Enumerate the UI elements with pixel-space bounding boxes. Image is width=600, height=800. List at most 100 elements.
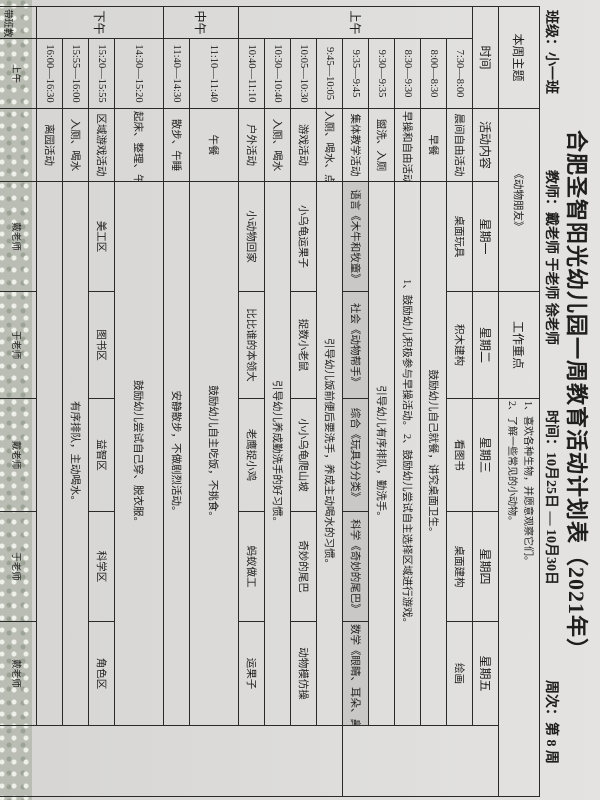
goal-cell: 鼓励幼儿自主吃饭，不挑食。 bbox=[189, 181, 239, 726]
observation-blank bbox=[342, 725, 499, 797]
schedule-table: 本周主题 《动物朋友》 工作重点 1、喜欢各种生物，并愿意观察它们。 2、了解一… bbox=[0, 6, 540, 797]
schedule-row: 11:40—14:30 散步、午睡 安静散步，不做剧烈活动。 bbox=[163, 7, 190, 797]
page-title: 合肥圣智阳光幼儿园一周教育活动计划表（2021年） bbox=[564, 130, 589, 662]
teachers-info: 教师：戴老师 于老师 徐老师 bbox=[542, 170, 562, 345]
schedule-row: 10:40—11:10 户外活动 小动物回家 比比谁的本领大 老鹰捉小鸡 蚂蚁做工 运果子 bbox=[238, 7, 265, 797]
day-cell: 科学《奇妙的尾巴》 bbox=[342, 511, 369, 622]
goal-cell: 1、鼓励幼儿积极参与早操活动。 2、鼓励幼儿尝试自主选择区域进行游戏。 bbox=[394, 181, 421, 726]
blank-cell bbox=[0, 108, 37, 182]
focus-label: 工作重点 bbox=[498, 291, 540, 399]
day-cell: 桌面玩具 bbox=[446, 181, 473, 292]
focus-items: 1、喜欢各种生物，并愿意观察它们。 2、了解一些常见的小动物。 bbox=[498, 398, 540, 797]
day-cell: 综合《玩具分分类》 bbox=[342, 398, 369, 512]
day-cell: 动物模仿操 bbox=[290, 621, 317, 726]
class-info: 班级：小一班 bbox=[542, 10, 562, 94]
header-time: 时间 bbox=[472, 6, 499, 109]
header-friday: 星期五 bbox=[472, 621, 499, 726]
week-info: 周次：第 8 周 bbox=[542, 680, 562, 764]
class-value: 小一班 bbox=[543, 52, 558, 94]
schedule-row: 10:30—10:40 入厕、喝水 引导幼儿养成勤洗手的好习惯。 bbox=[264, 7, 291, 797]
day-cell: 益智区 bbox=[88, 398, 115, 512]
header-tuesday: 星期二 bbox=[472, 291, 499, 399]
time-cell: 8:00—8:30 bbox=[420, 38, 447, 109]
section-label: 上午 bbox=[238, 6, 473, 39]
header-row: 时间 活动内容 星期一 星期二 星期三 星期四 星期五 bbox=[342, 6, 499, 797]
activity-cell: 区域游戏活动 bbox=[88, 108, 115, 182]
activity-cell: 午餐 bbox=[189, 108, 239, 182]
schedule-row: 10:05—10:30 游戏活动 小乌龟运果子 捉数小老鼠 小小乌龟爬山坡 奇妙的尾巴 动物… bbox=[290, 7, 317, 797]
activity-cell: 入厕、喝水 bbox=[264, 108, 291, 182]
day-cell: 桌面建构 bbox=[446, 511, 473, 622]
time-cell: 9:35—9:45 bbox=[342, 38, 369, 109]
header-wednesday: 星期三 bbox=[472, 398, 499, 512]
day-cell: 看图书 bbox=[446, 398, 473, 512]
time-cell: 15:20—15:55 bbox=[88, 38, 115, 109]
teacher-cell: 戴老师 bbox=[0, 398, 37, 512]
activity-cell: 早餐 bbox=[420, 108, 447, 182]
day-cell: 小动物回家 bbox=[238, 181, 265, 292]
time-cell: 11:10—11:40 bbox=[189, 38, 239, 109]
time-cell: 10:40—11:10 bbox=[238, 38, 265, 109]
activity-cell: 早操和自由活动 bbox=[394, 108, 421, 182]
activity-cell: 盥洗、入厕 bbox=[368, 108, 395, 182]
header-monday: 星期一 bbox=[472, 181, 499, 292]
theme-label: 本周主题 bbox=[498, 6, 540, 109]
teacher-cell: 戴老师 bbox=[0, 621, 37, 726]
time-cell: 7:30—8:00 bbox=[446, 38, 473, 109]
time-cell: 14:30—15:20 bbox=[114, 38, 164, 109]
focus-item: 1、喜欢各种生物，并愿意观察它们。 bbox=[522, 401, 533, 567]
time-cell: 8:30—9:30 bbox=[394, 38, 421, 109]
schedule-row: 8:30—9:30 早操和自由活动 1、鼓励幼儿积极参与早操活动。 2、鼓励幼儿尝试… bbox=[394, 7, 421, 797]
teacher-label: 带班教师 bbox=[0, 6, 37, 39]
goal-cell: 引导幼儿饭前便后要洗手，养成主动喝水的习惯。 bbox=[316, 181, 343, 726]
goal-cell: 有序排队，主动喝水。 bbox=[62, 181, 89, 726]
day-cell: 比比谁的本领大 bbox=[238, 291, 265, 399]
section-label: 中午 bbox=[163, 6, 239, 39]
schedule-row: 9:45—10:05 入厕、喝水、点心 引导幼儿饭前便后要洗手，养成主动喝水的习惯。 bbox=[316, 7, 343, 797]
week-label: 周次： bbox=[543, 680, 558, 722]
activity-cell: 入厕、喝水、点心 bbox=[316, 108, 343, 182]
schedule-row: 下午 14:30—15:20 起床、整理、午点 鼓励幼儿尝试自己穿、脱衣服。 bbox=[36, 6, 164, 797]
schedule-row: 9:30—9:35 盥洗、入厕 引导幼儿有序排队，勤洗手。 bbox=[368, 7, 395, 797]
schedule-row: 15:55—16:00 入厕、喝水 有序排队，主动喝水。 bbox=[62, 7, 89, 797]
day-cell: 老鹰捉小鸡 bbox=[238, 398, 265, 512]
day-cell: 绘画 bbox=[446, 621, 473, 726]
time-cell: 16:00—16:30 bbox=[36, 38, 63, 109]
goal-cell bbox=[36, 181, 63, 726]
time-cell: 11:40—14:30 bbox=[163, 38, 190, 109]
schedule-row: 9:35—9:45 集体教学活动 语言《木牛和牧童》 社会《动物帮手》 综合《玩具分分类… bbox=[342, 7, 369, 797]
header-activity: 活动内容 bbox=[472, 108, 499, 182]
teacher-cell: 戴老师 bbox=[0, 181, 37, 292]
day-cell: 积木建构 bbox=[446, 291, 473, 399]
activity-cell: 户外活动 bbox=[238, 108, 265, 182]
week-value: 第 8 周 bbox=[543, 722, 558, 764]
goal-cell: 鼓励幼儿尝试自己穿、脱衣服。 bbox=[114, 181, 164, 726]
activity-cell: 离园活动 bbox=[36, 108, 63, 182]
day-cell: 美工区 bbox=[88, 181, 115, 292]
activity-cell: 入厕、喝水 bbox=[62, 108, 89, 182]
time-cell: 15:55—16:00 bbox=[62, 38, 89, 109]
day-cell: 奇妙的尾巴 bbox=[290, 511, 317, 622]
day-cell: 数学《眼睛、耳朵、鼻子、嘴》 bbox=[342, 621, 369, 726]
time-cell: 9:45—10:05 bbox=[316, 38, 343, 109]
theme-row: 本周主题 《动物朋友》 工作重点 1、喜欢各种生物，并愿意观察它们。 2、了解一… bbox=[498, 6, 540, 797]
schedule-row: 8:00—8:30 早餐 鼓励幼儿自己就餐，讲究桌面卫生。 bbox=[420, 7, 447, 797]
class-label: 班级： bbox=[543, 10, 558, 52]
time-cell: 9:30—9:35 bbox=[368, 38, 395, 109]
time-cell: 10:30—10:40 bbox=[264, 38, 291, 109]
day-cell: 角色区 bbox=[88, 621, 115, 726]
day-cell: 捉数小老鼠 bbox=[290, 291, 317, 399]
date-range: 10月25日 — 10月30日 bbox=[543, 452, 558, 585]
activity-cell: 集体教学活动 bbox=[342, 108, 369, 182]
teacher-row: 带班教师 上午 戴老师 于老师 戴老师 于老师 戴老师 bbox=[0, 6, 37, 797]
period-label: 上午 bbox=[0, 38, 37, 109]
focus-item: 2、了解一些常见的小动物。 bbox=[506, 401, 517, 527]
teacher-cell: 于老师 bbox=[0, 511, 37, 622]
teacher-cell: 于老师 bbox=[0, 291, 37, 399]
schedule-row: 上午 7:30—8:00 晨间自由活动 桌面玩具 积木建构 看图书 桌面建构 绘画 bbox=[238, 6, 473, 797]
day-cell: 社会《动物帮手》 bbox=[342, 291, 369, 399]
goal-cell: 引导幼儿养成勤洗手的好习惯。 bbox=[264, 181, 291, 726]
day-cell: 小小乌龟爬山坡 bbox=[290, 398, 317, 512]
activity-cell: 游戏活动 bbox=[290, 108, 317, 182]
